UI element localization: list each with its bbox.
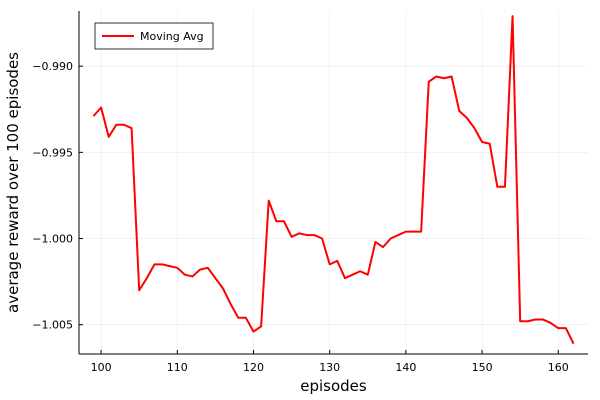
axes xyxy=(78,11,588,355)
legend-label-moving-avg: Moving Avg xyxy=(140,30,204,43)
x-axis-label: episodes xyxy=(300,377,367,395)
x-tick-label: 130 xyxy=(319,361,340,374)
series-line-moving-avg xyxy=(92,15,575,345)
x-tick-labels: 100 110 120 130 140 150 160 xyxy=(91,361,569,374)
x-tick-label: 140 xyxy=(395,361,416,374)
y-tick-label: −0.990 xyxy=(32,60,73,73)
y-axis-label: average reward over 100 episodes xyxy=(4,52,22,313)
legend: Moving Avg xyxy=(94,22,214,50)
y-tick-label: −1.005 xyxy=(32,319,73,332)
x-tick-label: 110 xyxy=(167,361,188,374)
x-tick-label: 120 xyxy=(243,361,264,374)
y-tick-label: −1.000 xyxy=(32,233,73,246)
y-tick-labels: −0.990 −0.995 −1.000 −1.005 xyxy=(32,60,73,332)
x-tick-label: 100 xyxy=(91,361,112,374)
y-tick-label: −0.995 xyxy=(32,146,73,159)
x-tick-label: 150 xyxy=(472,361,493,374)
grid-lines xyxy=(79,11,588,354)
x-tick-label: 160 xyxy=(548,361,569,374)
series-layer xyxy=(92,15,575,345)
